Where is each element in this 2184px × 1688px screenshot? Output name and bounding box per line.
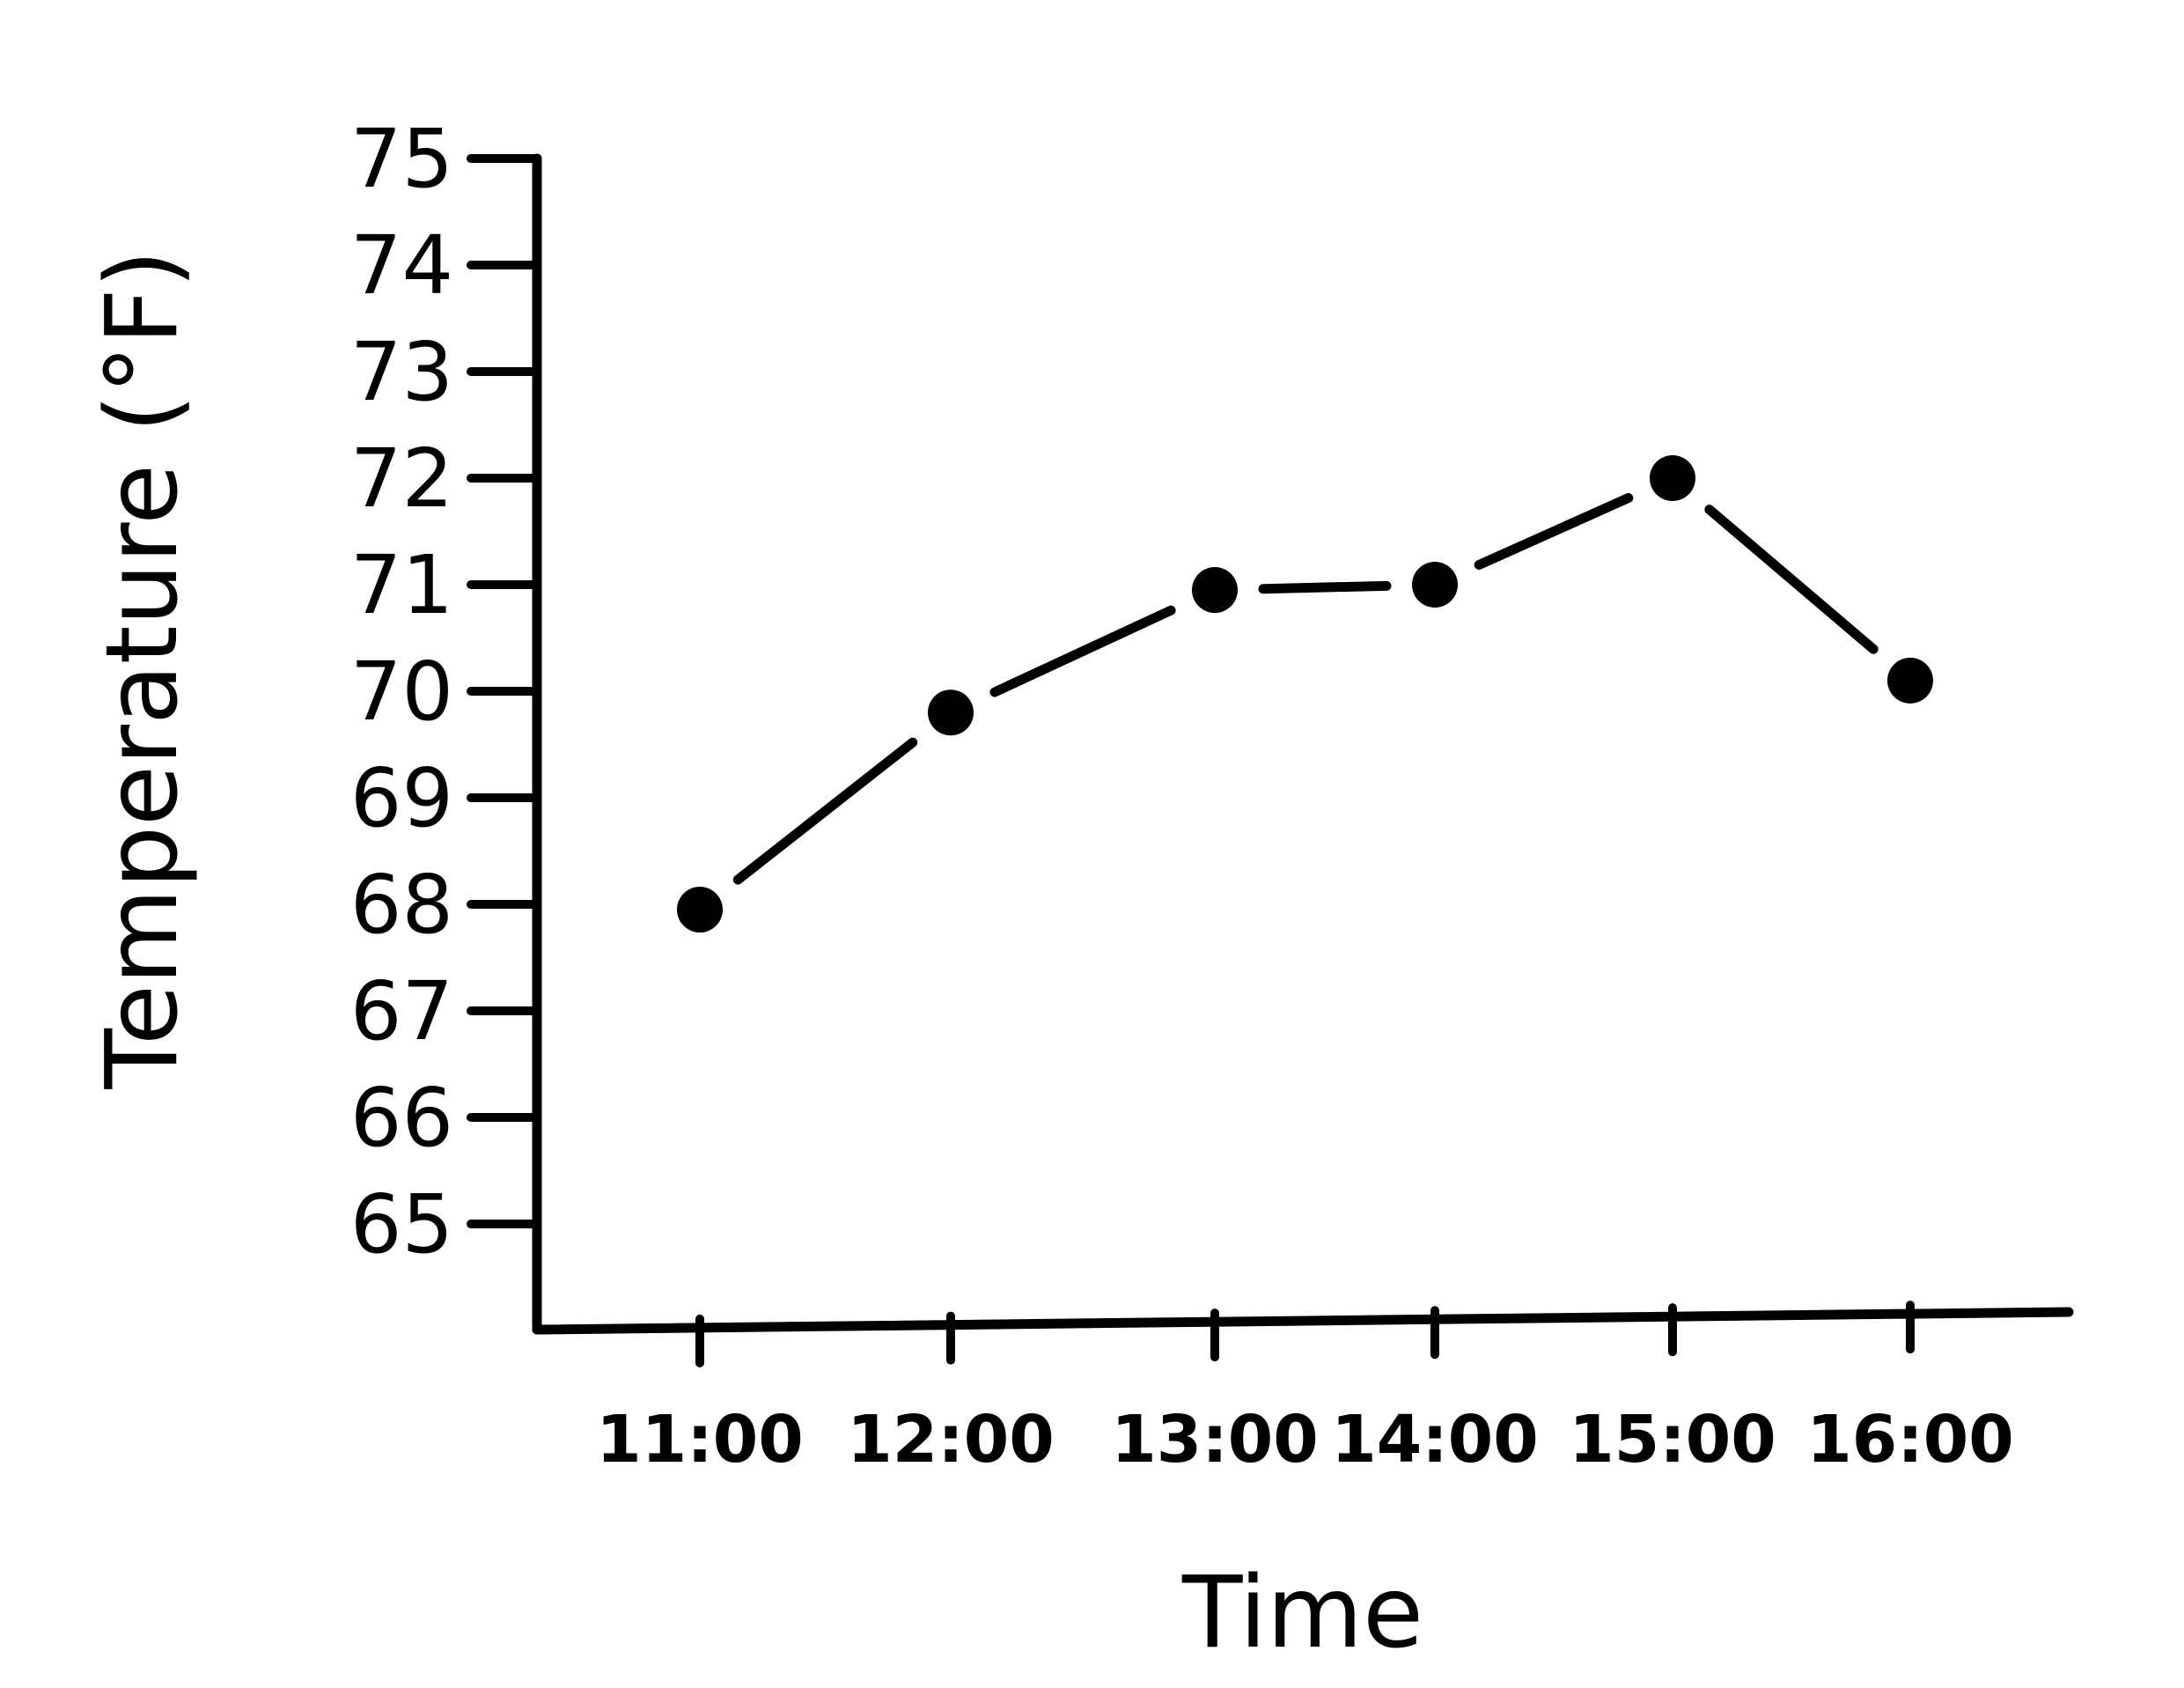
x-tick-label: 13:00 <box>1111 1402 1319 1478</box>
y-tick-label: 75 <box>350 112 453 206</box>
y-tick-label: 74 <box>350 218 453 313</box>
series-segment <box>732 737 918 885</box>
y-tick-label: 70 <box>350 645 453 739</box>
axes <box>532 153 2074 1335</box>
y-tick-label: 72 <box>350 431 453 526</box>
y-axis-title: Temperature (°F) <box>85 250 200 1090</box>
y-tick-label: 65 <box>350 1177 453 1272</box>
series <box>677 455 1933 933</box>
series-segment <box>989 605 1176 697</box>
data-point <box>928 689 974 736</box>
x-axis-title: Time <box>1181 1556 1423 1670</box>
data-point <box>677 887 723 933</box>
y-tick-label: 71 <box>350 538 453 632</box>
y-tick-label: 69 <box>350 751 453 845</box>
x-tick-label: 14:00 <box>1331 1402 1539 1478</box>
data-point <box>1650 455 1695 501</box>
data-point <box>1412 562 1458 608</box>
y-tick-label: 67 <box>350 964 453 1058</box>
labels: 65 66 67 68 69 70 71 72 73 74 75 11:00 12:00 13:00 14:… <box>85 112 2014 1670</box>
x-tick-label: 15:00 <box>1569 1402 1776 1478</box>
y-tick-label: 68 <box>350 858 453 952</box>
x-tick-label: 11:00 <box>596 1402 804 1478</box>
series-segment <box>1474 492 1634 571</box>
data-point <box>1887 657 1933 704</box>
x-tick-label: 12:00 <box>847 1402 1055 1478</box>
y-tick-label: 73 <box>350 325 453 419</box>
data-point <box>1192 567 1238 614</box>
ticks <box>467 154 1915 1367</box>
x-axis-line <box>532 1307 2074 1335</box>
x-tick-label: 16:00 <box>1806 1402 2014 1478</box>
y-tick-label: 66 <box>350 1071 453 1165</box>
series-segment <box>1704 505 1879 654</box>
series-segment <box>1258 580 1392 594</box>
